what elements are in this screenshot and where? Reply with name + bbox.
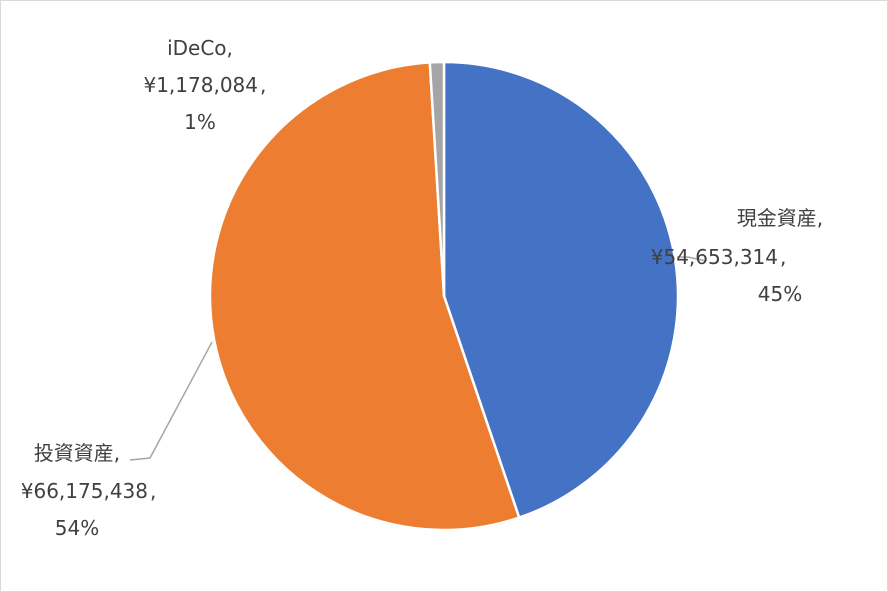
data-label-ideco-percent: 1%	[184, 110, 216, 134]
svg-text:,: ,	[150, 479, 156, 503]
data-label-invest-value: ¥66,175,438	[21, 479, 148, 503]
data-label-ideco-name: iDeCo,	[167, 36, 233, 60]
data-label-invest: 投資資産, ¥66,175,438 , 54%	[21, 441, 157, 540]
pie-slice-invest	[208, 61, 521, 532]
data-label-ideco-value: ¥1,178,084	[143, 73, 258, 97]
svg-text:,: ,	[260, 73, 266, 97]
data-label-cash-percent: 45%	[758, 282, 802, 306]
data-label-invest-percent: 54%	[55, 516, 99, 540]
leader-lines	[129, 256, 707, 461]
data-label-cash-name: 現金資産,	[737, 206, 823, 230]
svg-text:,: ,	[780, 245, 786, 269]
pie-slice-cash	[442, 60, 680, 519]
data-label-invest-name: 投資資産,	[34, 441, 120, 465]
pie-slices	[208, 60, 680, 532]
data-label-cash-value: ¥54,653,314	[651, 245, 778, 269]
leader-line-invest	[129, 341, 213, 461]
pie-slice-ideco	[428, 60, 446, 298]
data-label-ideco: iDeCo, ¥1,178,084 , 1%	[143, 36, 266, 134]
data-label-cash: 現金資産, ¥54,653,314 , 45%	[651, 206, 823, 306]
leader-line-cash	[677, 256, 707, 262]
